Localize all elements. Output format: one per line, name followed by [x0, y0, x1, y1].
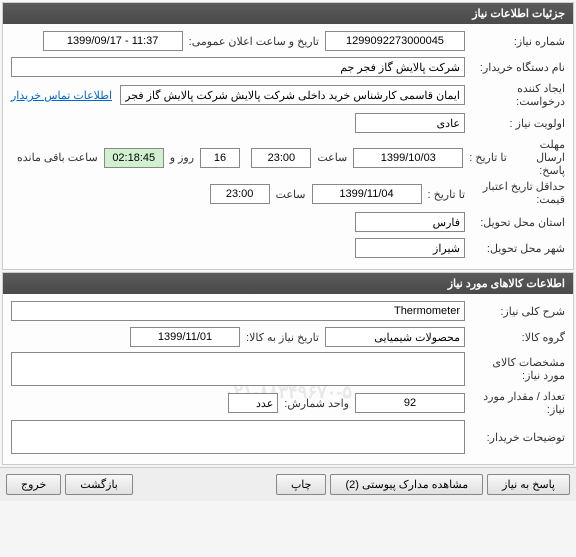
announce-label: تاریخ و ساعت اعلان عمومی:	[183, 35, 325, 48]
contact-link[interactable]: اطلاعات تماس خریدار	[11, 89, 112, 102]
button-bar: پاسخ به نیاز مشاهده مدارک پیوستی (2) چاپ…	[0, 467, 576, 501]
time-label-1: ساعت	[311, 151, 353, 164]
priority-label: اولویت نیاز :	[465, 117, 565, 130]
desc-input[interactable]	[11, 301, 465, 321]
credit-time-input[interactable]	[210, 184, 270, 204]
need-number-input[interactable]	[325, 31, 465, 51]
announce-input[interactable]	[43, 31, 183, 51]
remaining-label: ساعت باقی مانده	[11, 151, 104, 164]
respond-button[interactable]: پاسخ به نیاز	[487, 474, 570, 495]
buyer-device-input[interactable]	[11, 57, 465, 77]
need-date-label: تاریخ نیاز به کالا:	[240, 331, 325, 344]
unit-input[interactable]	[228, 393, 278, 413]
remaining-time-input[interactable]	[104, 148, 164, 168]
attachments-button[interactable]: مشاهده مدارک پیوستی (2)	[330, 474, 483, 495]
spec-textarea[interactable]	[11, 352, 465, 386]
notes-label: توضیحات خریدار:	[465, 431, 565, 444]
province-input[interactable]	[355, 212, 465, 232]
need-date-input[interactable]	[130, 327, 240, 347]
remaining-days-input[interactable]	[200, 148, 240, 168]
credit-date-input[interactable]	[312, 184, 422, 204]
exit-button[interactable]: خروج	[6, 474, 61, 495]
back-button[interactable]: بازگشت	[65, 474, 133, 495]
spacer	[137, 474, 272, 495]
goods-info-panel: اطلاعات کالاهای مورد نیاز سامانه تدارکات…	[2, 272, 574, 465]
print-button[interactable]: چاپ	[276, 474, 327, 495]
priority-input[interactable]	[355, 113, 465, 133]
deadline-date-input[interactable]	[353, 148, 463, 168]
unit-label: واحد شمارش:	[278, 397, 355, 410]
to-date-label: تا تاریخ :	[463, 151, 506, 164]
time-label-2: ساعت	[270, 188, 312, 201]
min-credit-label: حداقل تاریخ اعتبار قیمت:	[465, 181, 565, 207]
city-input[interactable]	[355, 238, 465, 258]
deadline-time-input[interactable]	[251, 148, 311, 168]
creator-input[interactable]	[120, 85, 465, 105]
province-label: استان محل تحویل:	[465, 216, 565, 229]
qty-input[interactable]	[355, 393, 465, 413]
qty-label: تعداد / مقدار مورد نیاز:	[465, 390, 565, 416]
group-label: گروه کالا:	[465, 331, 565, 344]
spec-label: مشخصات کالای مورد نیاز:	[465, 356, 565, 382]
desc-label: شرح کلی نیاز:	[465, 305, 565, 318]
day-label: روز و	[164, 151, 200, 164]
deadline-label: مهلت ارسال پاسخ:	[507, 138, 565, 177]
group-input[interactable]	[325, 327, 465, 347]
notes-textarea[interactable]	[11, 420, 465, 454]
to-date-label-2: تا تاریخ :	[422, 188, 465, 201]
need-details-header: جزئیات اطلاعات نیاز	[3, 3, 573, 24]
need-number-label: شماره نیاز:	[465, 35, 565, 48]
buyer-device-label: نام دستگاه خریدار:	[465, 61, 565, 74]
creator-label: ایجاد کننده درخواست:	[465, 82, 565, 108]
need-details-panel: جزئیات اطلاعات نیاز شماره نیاز: تاریخ و …	[2, 2, 574, 270]
goods-info-header: اطلاعات کالاهای مورد نیاز	[3, 273, 573, 294]
city-label: شهر محل تحویل:	[465, 242, 565, 255]
